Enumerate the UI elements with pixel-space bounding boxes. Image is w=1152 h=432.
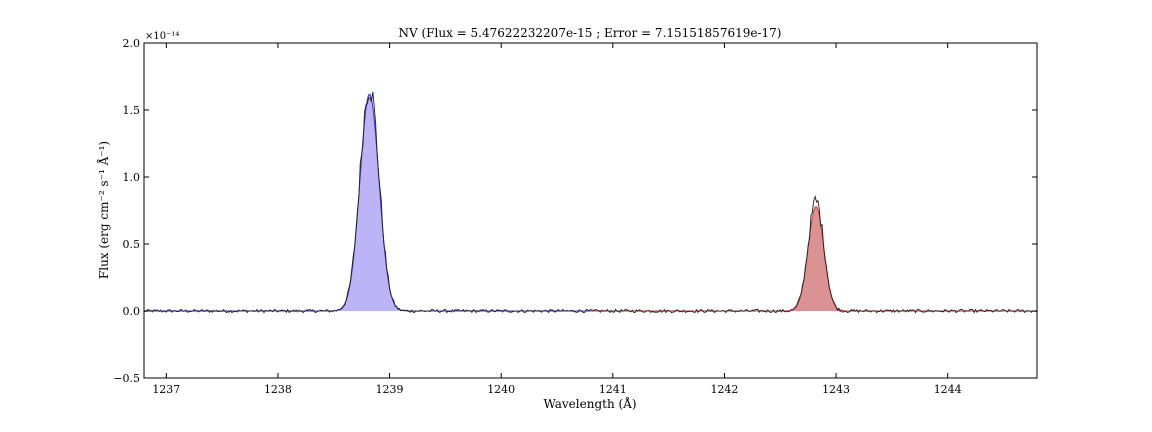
y-tick-label: 0.0 xyxy=(123,305,141,318)
x-tick-label: 1243 xyxy=(822,383,850,396)
x-axis-label: Wavelength (Å) xyxy=(543,396,636,411)
x-tick-label: 1238 xyxy=(264,383,292,396)
x-tick-label: 1241 xyxy=(599,383,627,396)
plot-area xyxy=(144,91,1037,314)
x-tick-label: 1237 xyxy=(152,383,180,396)
axes: 1237 1238 1239 1240 1241 1242 1243 1244 −0.5 0.0 0… xyxy=(113,37,1038,396)
observed-flux-line xyxy=(144,91,1037,314)
y-scale-multiplier: ×10⁻¹⁴ xyxy=(145,31,179,42)
x-tick-label: 1239 xyxy=(376,383,404,396)
y-tick-label: 1.0 xyxy=(123,171,141,184)
chart-title: NV (Flux = 5.47622232207e-15 ; Error = 7… xyxy=(399,26,782,40)
y-tick-label: 0.5 xyxy=(123,238,141,251)
plot-frame xyxy=(143,42,1038,379)
y-tick-label: 1.5 xyxy=(123,104,141,117)
plot-clip-group xyxy=(144,91,1037,314)
x-tick-label: 1242 xyxy=(710,383,738,396)
y-tick-label: 2.0 xyxy=(123,37,141,50)
x-tick-label: 1244 xyxy=(934,383,962,396)
y-tick-label: −0.5 xyxy=(113,372,140,385)
y-axis-label: Flux (erg cm⁻² s⁻¹ Å⁻¹) xyxy=(96,141,111,279)
x-tick-label: 1240 xyxy=(487,383,515,396)
fit-fill-2 xyxy=(590,206,1037,311)
fit-fill-1 xyxy=(144,94,591,311)
